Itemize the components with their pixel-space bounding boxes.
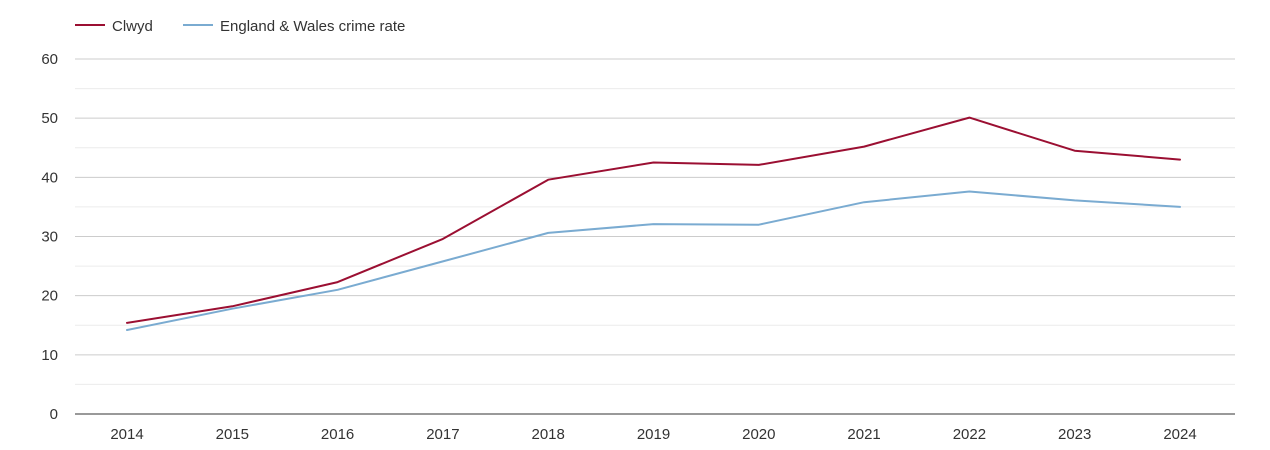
x-tick-label: 2016: [321, 426, 354, 443]
x-tick-labels: 2014 2015 2016 2017 2018 2019 2020 2021 2022 2023…: [110, 426, 1196, 443]
y-tick-label: 60: [41, 51, 58, 68]
x-tick-label: 2017: [426, 426, 459, 443]
x-tick-label: 2020: [742, 426, 775, 443]
legend-label: England & Wales crime rate: [220, 18, 405, 35]
x-tick-label: 2018: [532, 426, 565, 443]
y-tick-label: 40: [41, 169, 58, 186]
x-tick-label: 2022: [953, 426, 986, 443]
grid-lines: [75, 58, 1235, 385]
legend-item-england-wales-crime-rate[interactable]: England & Wales crime rate: [183, 18, 405, 35]
x-tick-label: 2021: [847, 426, 880, 443]
legend-item-clwyd[interactable]: Clwyd: [75, 18, 153, 35]
legend-label: Clwyd: [112, 18, 153, 35]
x-tick-label: 2024: [1163, 426, 1196, 443]
y-tick-label: 0: [50, 406, 58, 423]
data-series: [126, 116, 1181, 331]
series-line-england-wales-crime-rate: [126, 190, 1181, 331]
y-tick-label: 50: [41, 110, 58, 127]
legend[interactable]: Clwyd England & Wales crime rate: [75, 18, 405, 35]
x-tick-label: 2014: [110, 426, 143, 443]
y-tick-label: 10: [41, 347, 58, 364]
y-tick-labels: 0 10 20 30 40 50 60: [41, 51, 58, 423]
series-line-clwyd: [126, 116, 1181, 324]
y-tick-label: 20: [41, 288, 58, 305]
x-tick-label: 2019: [637, 426, 670, 443]
y-tick-label: 30: [41, 229, 58, 246]
x-tick-label: 2015: [216, 426, 249, 443]
x-tick-label: 2023: [1058, 426, 1091, 443]
